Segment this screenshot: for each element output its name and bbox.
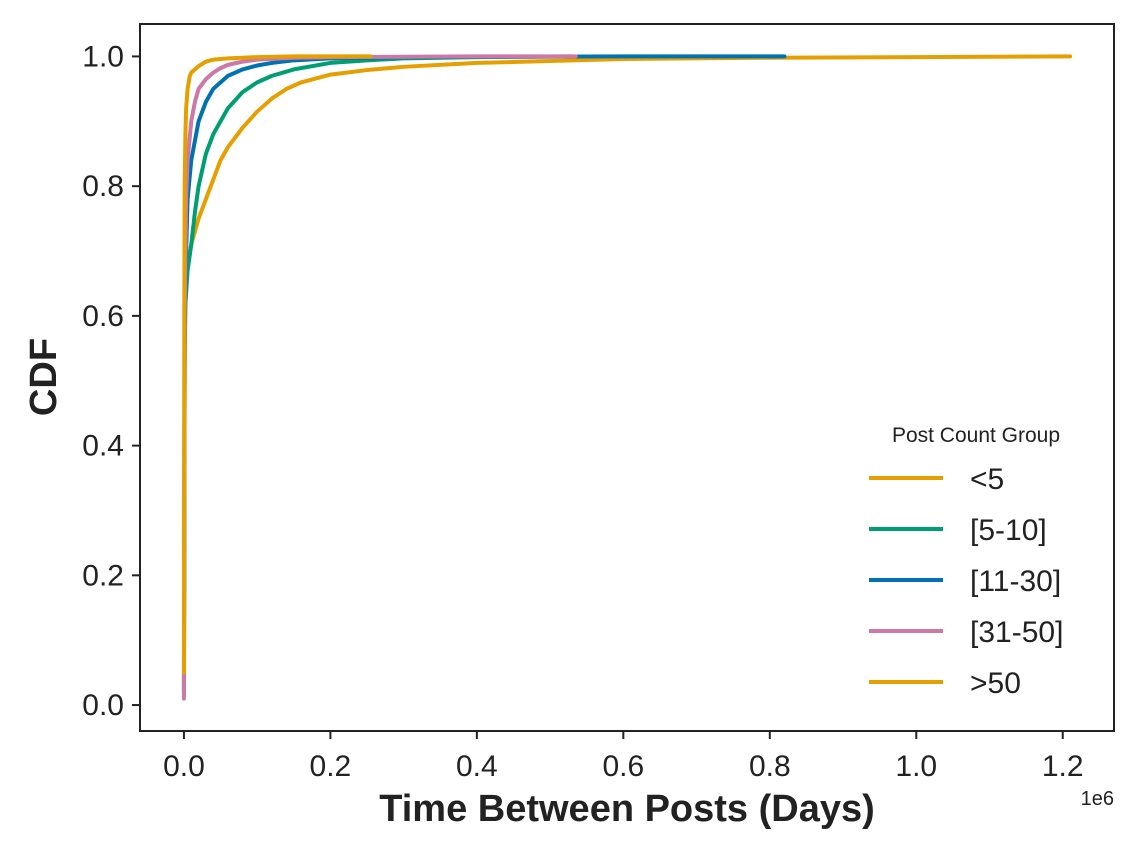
series-line-2 — [181, 54, 575, 695]
legend: Post Count Group <5 [5-10] [11-30] [31-50] >… — [869, 424, 1063, 700]
series-lines — [181, 54, 1073, 701]
series-line-4 — [181, 54, 578, 701]
axis-ticks: 0.0 0.2 0.4 0.6 0.8 1.0 1.2 0.0 0.2 0.4 0.6 0.8 1.0 — [82, 40, 1083, 783]
y-axis-title: CDF — [23, 338, 65, 416]
x-axis-offset-label: 1e6 — [1081, 788, 1114, 810]
x-tick-label: 0.2 — [310, 750, 352, 783]
y-tick-label: 0.6 — [82, 300, 124, 333]
x-tick-label: 1.0 — [895, 750, 937, 783]
y-tick-label: 0.8 — [82, 170, 124, 203]
x-tick-label: 0.6 — [602, 750, 644, 783]
y-tick-label: 0.4 — [82, 430, 124, 463]
legend-label: [5-10] — [970, 514, 1047, 547]
legend-label: [11-30] — [970, 565, 1061, 598]
y-tick-label: 0.0 — [82, 689, 124, 722]
legend-label: [31-50] — [970, 616, 1063, 649]
series-line-5 — [181, 54, 373, 675]
legend-title: Post Count Group — [892, 424, 1060, 447]
plot-frame — [139, 23, 1115, 732]
y-tick-label: 1.0 — [82, 40, 124, 73]
legend-items: <5 [5-10] [11-30] [31-50] >50 — [869, 463, 1063, 700]
series-line-1 — [181, 54, 1073, 688]
legend-label: <5 — [970, 463, 1004, 496]
x-tick-label: 0.0 — [163, 750, 205, 783]
series-line-3 — [181, 54, 787, 695]
x-tick-label: 1.2 — [1042, 750, 1084, 783]
x-axis-title: Time Between Posts (Days) — [379, 788, 875, 830]
y-tick-label: 0.2 — [82, 559, 124, 592]
legend-label: >50 — [970, 667, 1021, 700]
x-tick-label: 0.8 — [749, 750, 791, 783]
x-tick-label: 0.4 — [456, 750, 498, 783]
